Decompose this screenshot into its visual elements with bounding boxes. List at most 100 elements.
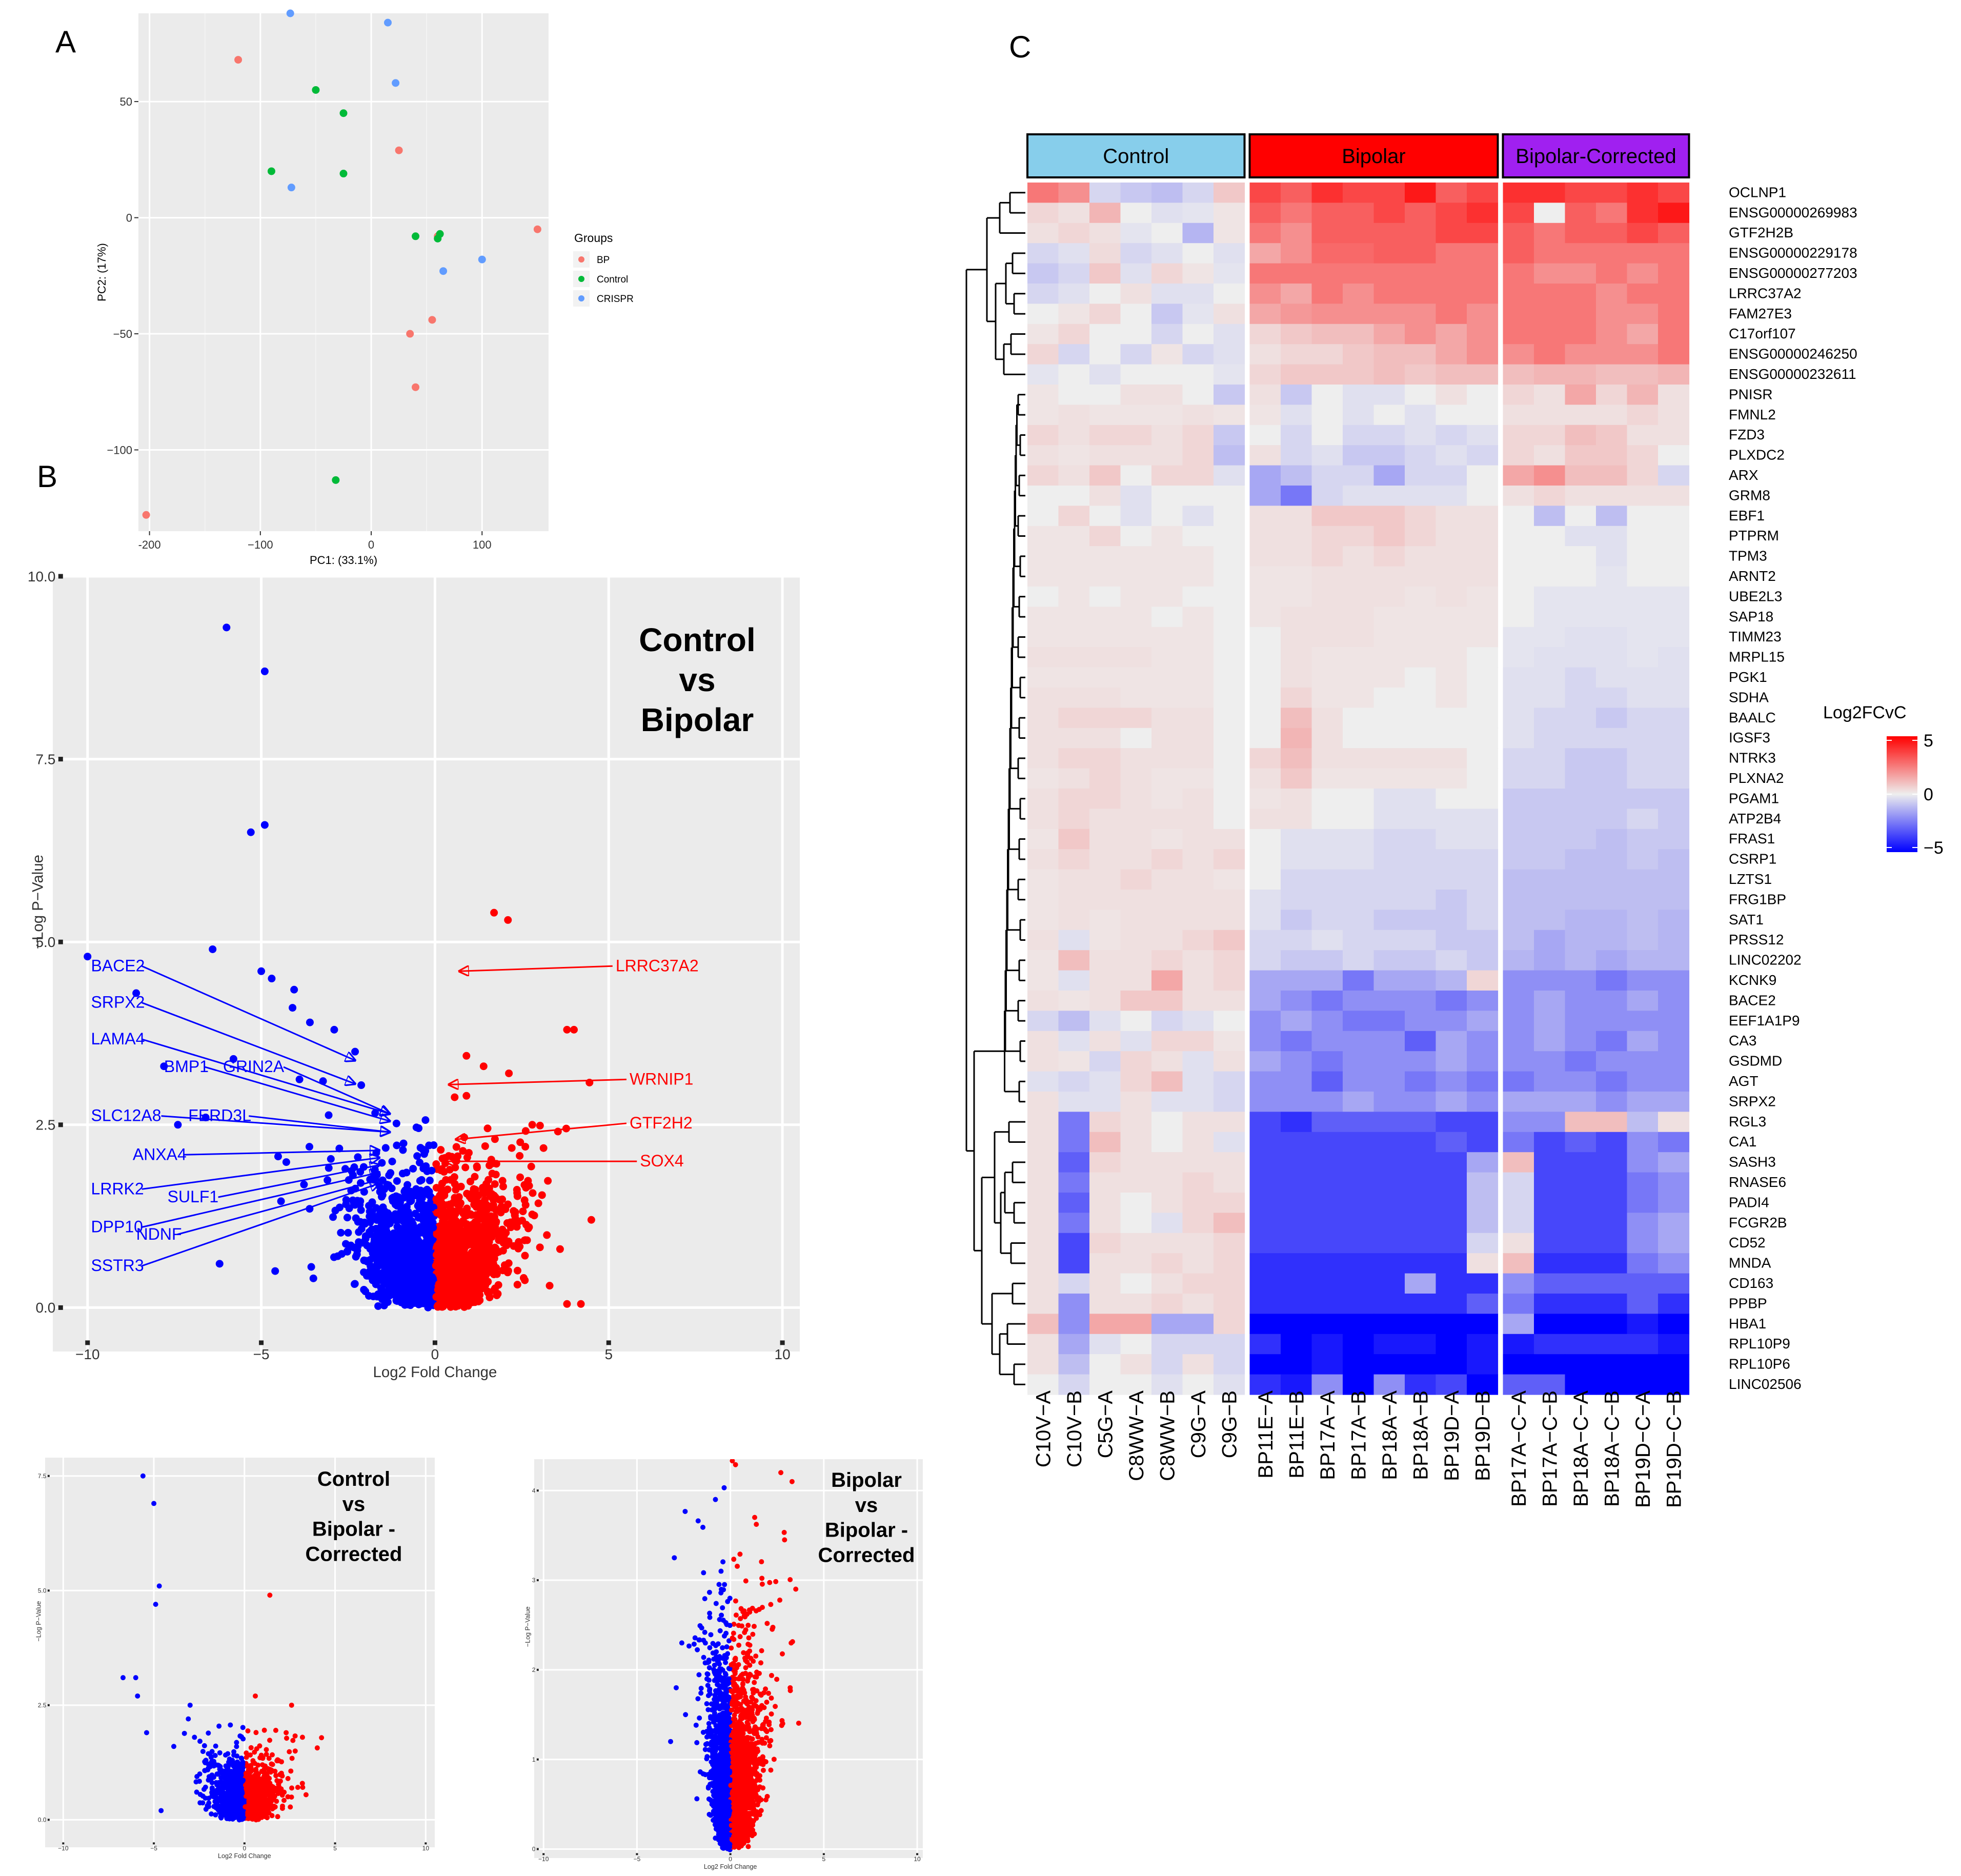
volcano-bvbc-x-axis-label: Log2 Fold Change bbox=[704, 1863, 757, 1870]
annotation-arrow-bace2 bbox=[141, 965, 355, 1060]
upregulated-gene-point bbox=[432, 1195, 440, 1203]
downregulated-gene-point bbox=[209, 1780, 215, 1785]
downregulated-gene-point bbox=[260, 667, 269, 675]
downregulated-gene-point bbox=[429, 1218, 437, 1226]
downregulated-gene-point bbox=[174, 1121, 182, 1129]
downregulated-gene-point bbox=[409, 1220, 417, 1228]
downregulated-gene-point bbox=[406, 1251, 414, 1259]
pca-tick-label-x: −100 bbox=[248, 538, 273, 551]
upregulated-gene-point bbox=[479, 1189, 488, 1198]
gene-label-sox4: SOX4 bbox=[640, 1152, 683, 1170]
downregulated-gene-point bbox=[366, 1267, 374, 1276]
downregulated-gene-point bbox=[274, 1153, 282, 1161]
upregulated-gene-point bbox=[287, 1749, 292, 1754]
downregulated-gene-point bbox=[132, 989, 140, 997]
upregulated-gene-point bbox=[481, 1142, 489, 1150]
volcano-cvbc-tick-label-y: 2.5 bbox=[38, 1702, 47, 1709]
pca-point bbox=[234, 56, 242, 64]
upregulated-gene-point bbox=[731, 1621, 737, 1627]
upregulated-gene-point bbox=[476, 1244, 484, 1253]
downregulated-gene-point bbox=[187, 1702, 193, 1708]
gene-label-bace2: BACE2 bbox=[91, 956, 145, 975]
volcano-bvbc-tick-y bbox=[536, 1668, 539, 1671]
downregulated-gene-point bbox=[393, 1177, 401, 1185]
pca-point bbox=[142, 511, 150, 519]
upregulated-gene-point bbox=[470, 1254, 478, 1262]
pca-point bbox=[392, 79, 400, 87]
downregulated-gene-point bbox=[407, 1197, 415, 1205]
downregulated-gene-point bbox=[330, 1253, 338, 1261]
downregulated-gene-point bbox=[233, 1792, 238, 1798]
downregulated-gene-point bbox=[723, 1630, 729, 1636]
pca-point bbox=[428, 316, 436, 324]
volcano-main-tick-label-x: −5 bbox=[253, 1346, 270, 1362]
downregulated-gene-point bbox=[234, 1744, 239, 1749]
pca-legend-marker bbox=[578, 256, 584, 263]
upregulated-gene-point bbox=[513, 1281, 521, 1289]
upregulated-gene-point bbox=[299, 1781, 305, 1786]
downregulated-gene-point bbox=[422, 1225, 431, 1233]
upregulated-gene-point bbox=[481, 1257, 490, 1265]
downregulated-gene-point bbox=[234, 1753, 240, 1759]
pca-point bbox=[286, 9, 294, 17]
upregulated-gene-point bbox=[437, 1212, 446, 1220]
downregulated-gene-point bbox=[725, 1599, 731, 1604]
downregulated-gene-point bbox=[228, 1722, 233, 1728]
upregulated-gene-point bbox=[289, 1756, 295, 1761]
downregulated-gene-point bbox=[228, 1810, 234, 1816]
downregulated-gene-point bbox=[331, 1206, 339, 1215]
downregulated-gene-point bbox=[239, 1756, 245, 1761]
volcano-bvbc-tick-label-x: −10 bbox=[538, 1855, 549, 1863]
downregulated-gene-point bbox=[257, 967, 266, 975]
downregulated-gene-point bbox=[338, 1250, 346, 1258]
upregulated-gene-point bbox=[461, 1163, 470, 1172]
volcano-cvbc-tick-label-x: −10 bbox=[58, 1845, 69, 1852]
downregulated-gene-point bbox=[156, 1583, 162, 1589]
pca-x-axis-label: PC1: (33.1%) bbox=[310, 554, 377, 567]
gene-label-lrrc37a2: LRRC37A2 bbox=[616, 956, 699, 975]
upregulated-gene-point bbox=[445, 1270, 453, 1278]
volcano-cvbc-tick-x bbox=[153, 1842, 155, 1845]
downregulated-gene-point bbox=[329, 1213, 337, 1221]
pca-tick-label-x: 100 bbox=[473, 538, 492, 551]
upregulated-gene-point bbox=[462, 1212, 471, 1220]
downregulated-gene-point bbox=[228, 1792, 234, 1798]
downregulated-gene-point bbox=[354, 1218, 362, 1226]
downregulated-gene-point bbox=[719, 1612, 724, 1618]
downregulated-gene-point bbox=[417, 1296, 425, 1304]
downregulated-gene-point bbox=[349, 1196, 357, 1204]
annotation-arrow-lrrc37a2 bbox=[459, 965, 613, 971]
downregulated-gene-point bbox=[425, 1141, 433, 1149]
upregulated-gene-point bbox=[462, 1221, 471, 1229]
upregulated-gene-point bbox=[504, 1200, 512, 1208]
upregulated-gene-point bbox=[494, 1290, 502, 1298]
downregulated-gene-point bbox=[216, 1723, 222, 1729]
downregulated-gene-point bbox=[208, 1753, 214, 1759]
downregulated-gene-point bbox=[218, 1806, 224, 1812]
upregulated-gene-point bbox=[253, 1730, 259, 1736]
upregulated-gene-point bbox=[499, 1239, 508, 1247]
upregulated-gene-point bbox=[267, 1738, 273, 1743]
downregulated-gene-point bbox=[361, 1232, 370, 1240]
upregulated-gene-point bbox=[443, 1242, 452, 1250]
gene-label-sstr3: SSTR3 bbox=[91, 1256, 144, 1275]
downregulated-gene-point bbox=[682, 1508, 688, 1514]
downregulated-gene-point bbox=[290, 985, 298, 994]
downregulated-gene-point bbox=[306, 1018, 314, 1026]
upregulated-gene-point bbox=[256, 1801, 262, 1806]
downregulated-gene-point bbox=[707, 1615, 713, 1620]
downregulated-gene-point bbox=[416, 1159, 424, 1167]
downregulated-gene-point bbox=[343, 1214, 351, 1222]
downregulated-gene-point bbox=[360, 1268, 368, 1276]
upregulated-gene-point bbox=[461, 1258, 470, 1266]
downregulated-gene-point bbox=[306, 1143, 314, 1151]
downregulated-gene-point bbox=[399, 1146, 407, 1154]
upregulated-gene-point bbox=[295, 1785, 300, 1790]
downregulated-gene-point bbox=[706, 1589, 712, 1595]
volcano-bvbc-tick-label-y: 3 bbox=[532, 1577, 536, 1584]
upregulated-gene-point bbox=[448, 1220, 456, 1228]
upregulated-gene-point bbox=[245, 1785, 250, 1790]
downregulated-gene-point bbox=[407, 1273, 415, 1281]
upregulated-gene-point bbox=[289, 1702, 294, 1708]
pca-tick-label-y: 50 bbox=[120, 95, 132, 108]
